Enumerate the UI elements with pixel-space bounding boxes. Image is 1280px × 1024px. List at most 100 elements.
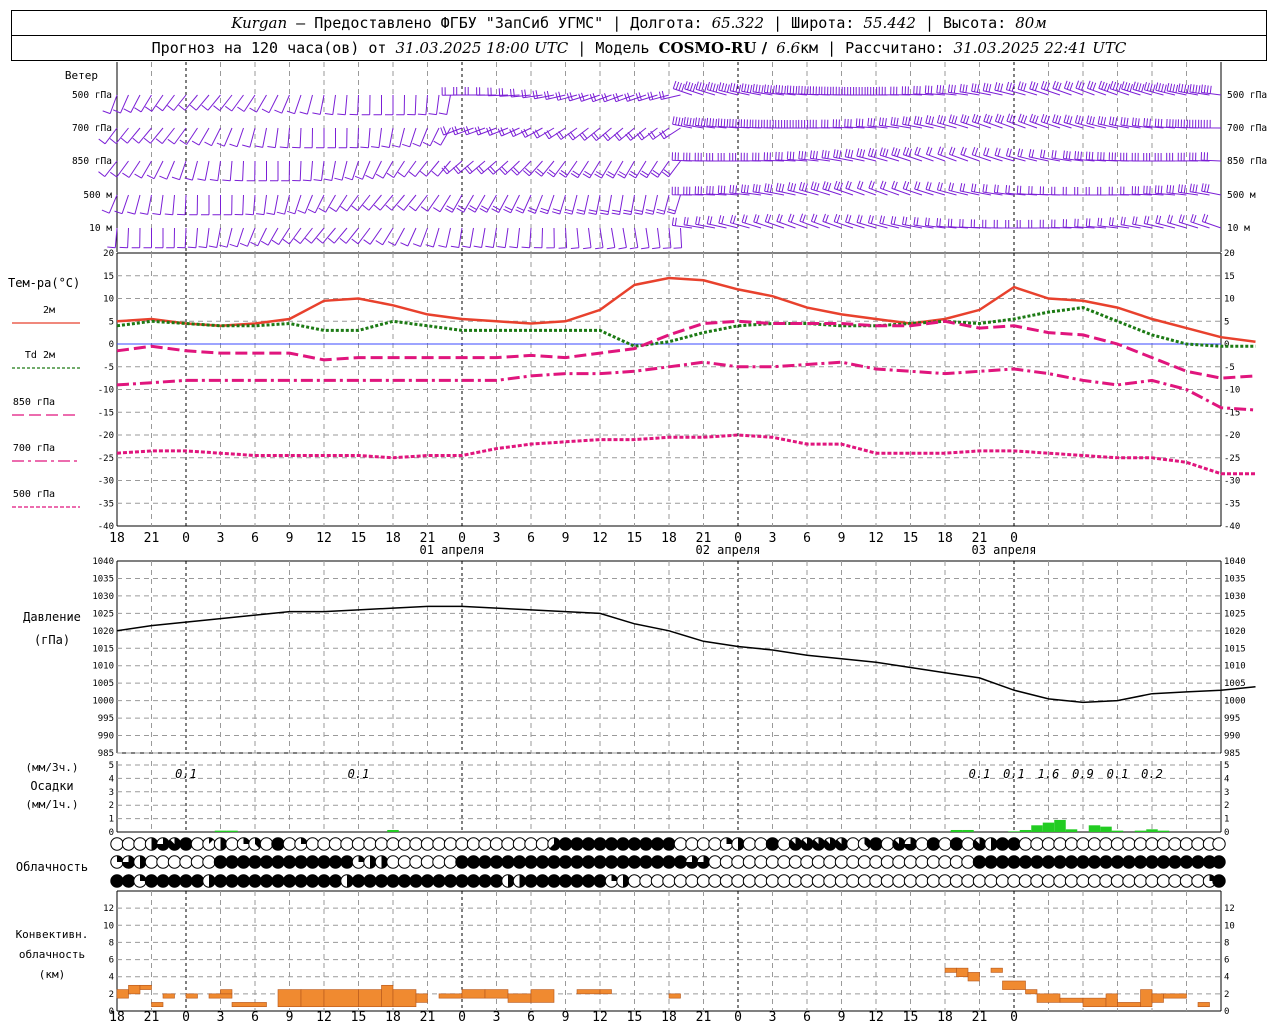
cloud-circle [788, 874, 803, 888]
wind-barb [809, 86, 831, 96]
cloud-octa-symbol [616, 874, 630, 888]
cloud-octa-symbol [961, 855, 975, 869]
cloud-fill [444, 874, 457, 888]
wind-barb [287, 194, 302, 215]
wind-barb [304, 227, 325, 244]
temp-ytick-left: -20 [98, 431, 114, 441]
cloud-octa-symbol [570, 837, 584, 851]
cloud-octa-symbol [1099, 855, 1113, 869]
cloud-octa-symbol [926, 837, 941, 851]
cloud-octa-symbol [190, 837, 205, 851]
cloud-octa-symbol [673, 855, 688, 869]
cloud-octa-symbol [409, 874, 423, 888]
temp-series-line-5 [116, 433, 1256, 476]
wind-barb [155, 228, 164, 249]
precip-ytick-left: 1 [109, 815, 114, 825]
cloud-octa-symbol [443, 855, 458, 869]
cloud-octa-symbol [259, 837, 274, 851]
cloud-fill [122, 855, 135, 869]
conv-bar [231, 1002, 267, 1008]
wind-barb [752, 119, 773, 129]
cloud-octa-symbol [604, 855, 619, 869]
cloud-circle [949, 874, 964, 888]
wind-barb [371, 127, 382, 149]
wind-barb [143, 228, 152, 249]
wind-barb [786, 85, 808, 96]
cloud-circle [1087, 837, 1102, 851]
cloud-octa-symbol [696, 837, 711, 851]
cloud-octa-symbol [455, 855, 469, 869]
cloud-circle [1007, 874, 1021, 888]
wind-barb [786, 120, 807, 129]
temp-day-label: 01 апреля [419, 543, 484, 557]
wind-barb [960, 114, 980, 129]
precip-bar [1088, 825, 1101, 832]
cloud-fill [145, 874, 158, 888]
wind-barb [412, 227, 428, 247]
wind-barb [740, 119, 762, 129]
cloud-octa-symbol [282, 874, 297, 888]
cloud-octa-symbol [420, 837, 435, 851]
cloud-circle [432, 837, 446, 851]
wind-barb [683, 152, 704, 162]
cloud-circle [1018, 837, 1033, 851]
precip-bar [1111, 830, 1124, 832]
wind-barb [1166, 184, 1187, 196]
cloud-circle [880, 874, 895, 888]
wind-barb [868, 180, 888, 196]
wind-barb [1052, 114, 1072, 129]
cloud-octa-symbol [374, 837, 389, 851]
cloud-fill [549, 837, 561, 851]
wind-barb [171, 160, 187, 181]
cloud-octa-symbol [777, 855, 791, 869]
conv-hour-label: 0 [734, 1010, 742, 1024]
cloud-octa-symbol [351, 837, 366, 851]
wind-barb [613, 127, 635, 141]
wind-barb [1005, 81, 1026, 96]
cloud-octa-symbol [1007, 855, 1021, 869]
cloud-octa-symbol [386, 837, 400, 851]
conv-ytick-left: 6 [109, 956, 114, 966]
cloud-fill [835, 837, 848, 851]
wind-barb [902, 146, 923, 162]
cloud-octa-symbol [1133, 874, 1148, 888]
cloud-octa-symbol [1041, 837, 1056, 851]
wind-barb [763, 119, 785, 129]
precip-ylabel: Осадки [30, 779, 73, 793]
cloud-fill [209, 837, 214, 844]
wind-barb [555, 127, 578, 140]
wind-barb [936, 114, 957, 129]
conv-bar [1002, 980, 1026, 990]
station-name: Kurgan [231, 14, 288, 32]
wind-barb [947, 84, 969, 96]
cloud-fill [570, 855, 584, 869]
conv-bar [415, 993, 428, 1003]
conv-bar [1151, 993, 1164, 1003]
cloud-octa-symbol [432, 874, 446, 888]
cloud-octa-symbol [1007, 874, 1021, 888]
wind-barb [1201, 213, 1222, 229]
wind-barb [1040, 113, 1061, 129]
wind-barb [558, 227, 568, 249]
temp-hour-label: 0 [734, 531, 742, 546]
wind-barb [299, 94, 313, 115]
cloud-fill [685, 855, 699, 869]
wind-barb [245, 194, 256, 216]
precip-3h-total: 0.1 [1107, 767, 1129, 781]
wind-level-label-left: 10 м [89, 223, 112, 234]
cloud-octa-symbol [857, 855, 872, 869]
wind-barb [132, 127, 152, 144]
pres-ytick-right: 985 [1224, 749, 1240, 759]
cloud-octa-symbol [248, 874, 262, 888]
cloud-circle [455, 837, 469, 851]
cloud-fill [455, 874, 469, 888]
cloud-octa-symbol [271, 855, 285, 869]
cloud-circle [466, 837, 481, 851]
pres-ytick-right: 995 [1224, 714, 1240, 724]
wind-barb [521, 89, 543, 99]
wind-barb [623, 194, 635, 215]
cloud-fill [1030, 855, 1044, 869]
cloud-fill [1053, 855, 1067, 869]
cloud-octa-symbol [213, 874, 228, 888]
wind-barb [729, 118, 750, 129]
